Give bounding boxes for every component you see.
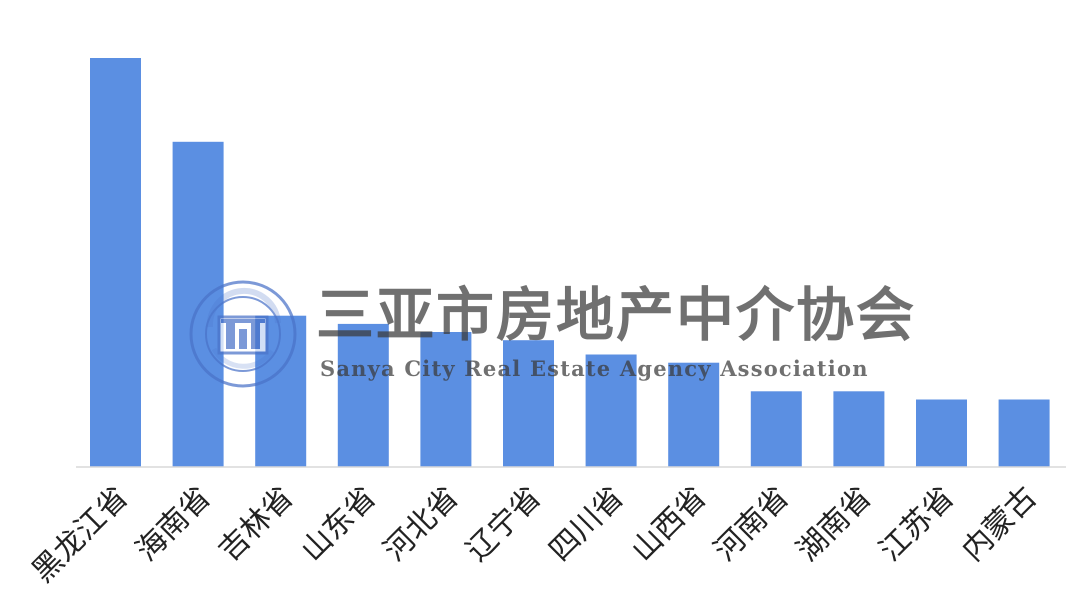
category-label-4: 山东省 bbox=[295, 480, 383, 568]
bar-9 bbox=[750, 391, 802, 467]
bar-5 bbox=[420, 332, 472, 467]
bar-11 bbox=[916, 399, 967, 467]
category-label-9: 河南省 bbox=[708, 480, 796, 568]
category-label-1: 黑龙江省 bbox=[26, 480, 136, 590]
category-label-2: 海南省 bbox=[129, 480, 217, 568]
category-label-5: 河北省 bbox=[377, 480, 465, 568]
bar-10 bbox=[833, 391, 885, 467]
bar-8 bbox=[668, 362, 720, 467]
category-label-7: 四川省 bbox=[542, 480, 630, 568]
category-label-11: 江苏省 bbox=[873, 480, 961, 568]
bars-group bbox=[90, 58, 1050, 468]
bar-12 bbox=[998, 399, 1050, 467]
bar-4 bbox=[337, 323, 389, 468]
bar-2 bbox=[172, 141, 224, 468]
category-label-10: 湖南省 bbox=[790, 480, 878, 568]
category-label-6: 辽宁省 bbox=[460, 480, 548, 568]
bar-1 bbox=[90, 58, 141, 467]
bar-6 bbox=[503, 340, 554, 467]
bar-7 bbox=[585, 354, 637, 467]
category-label-3: 吉林省 bbox=[212, 480, 300, 568]
category-label-8: 山西省 bbox=[625, 480, 713, 568]
category-label-12: 内蒙古 bbox=[955, 480, 1043, 568]
bar-3 bbox=[255, 315, 307, 467]
